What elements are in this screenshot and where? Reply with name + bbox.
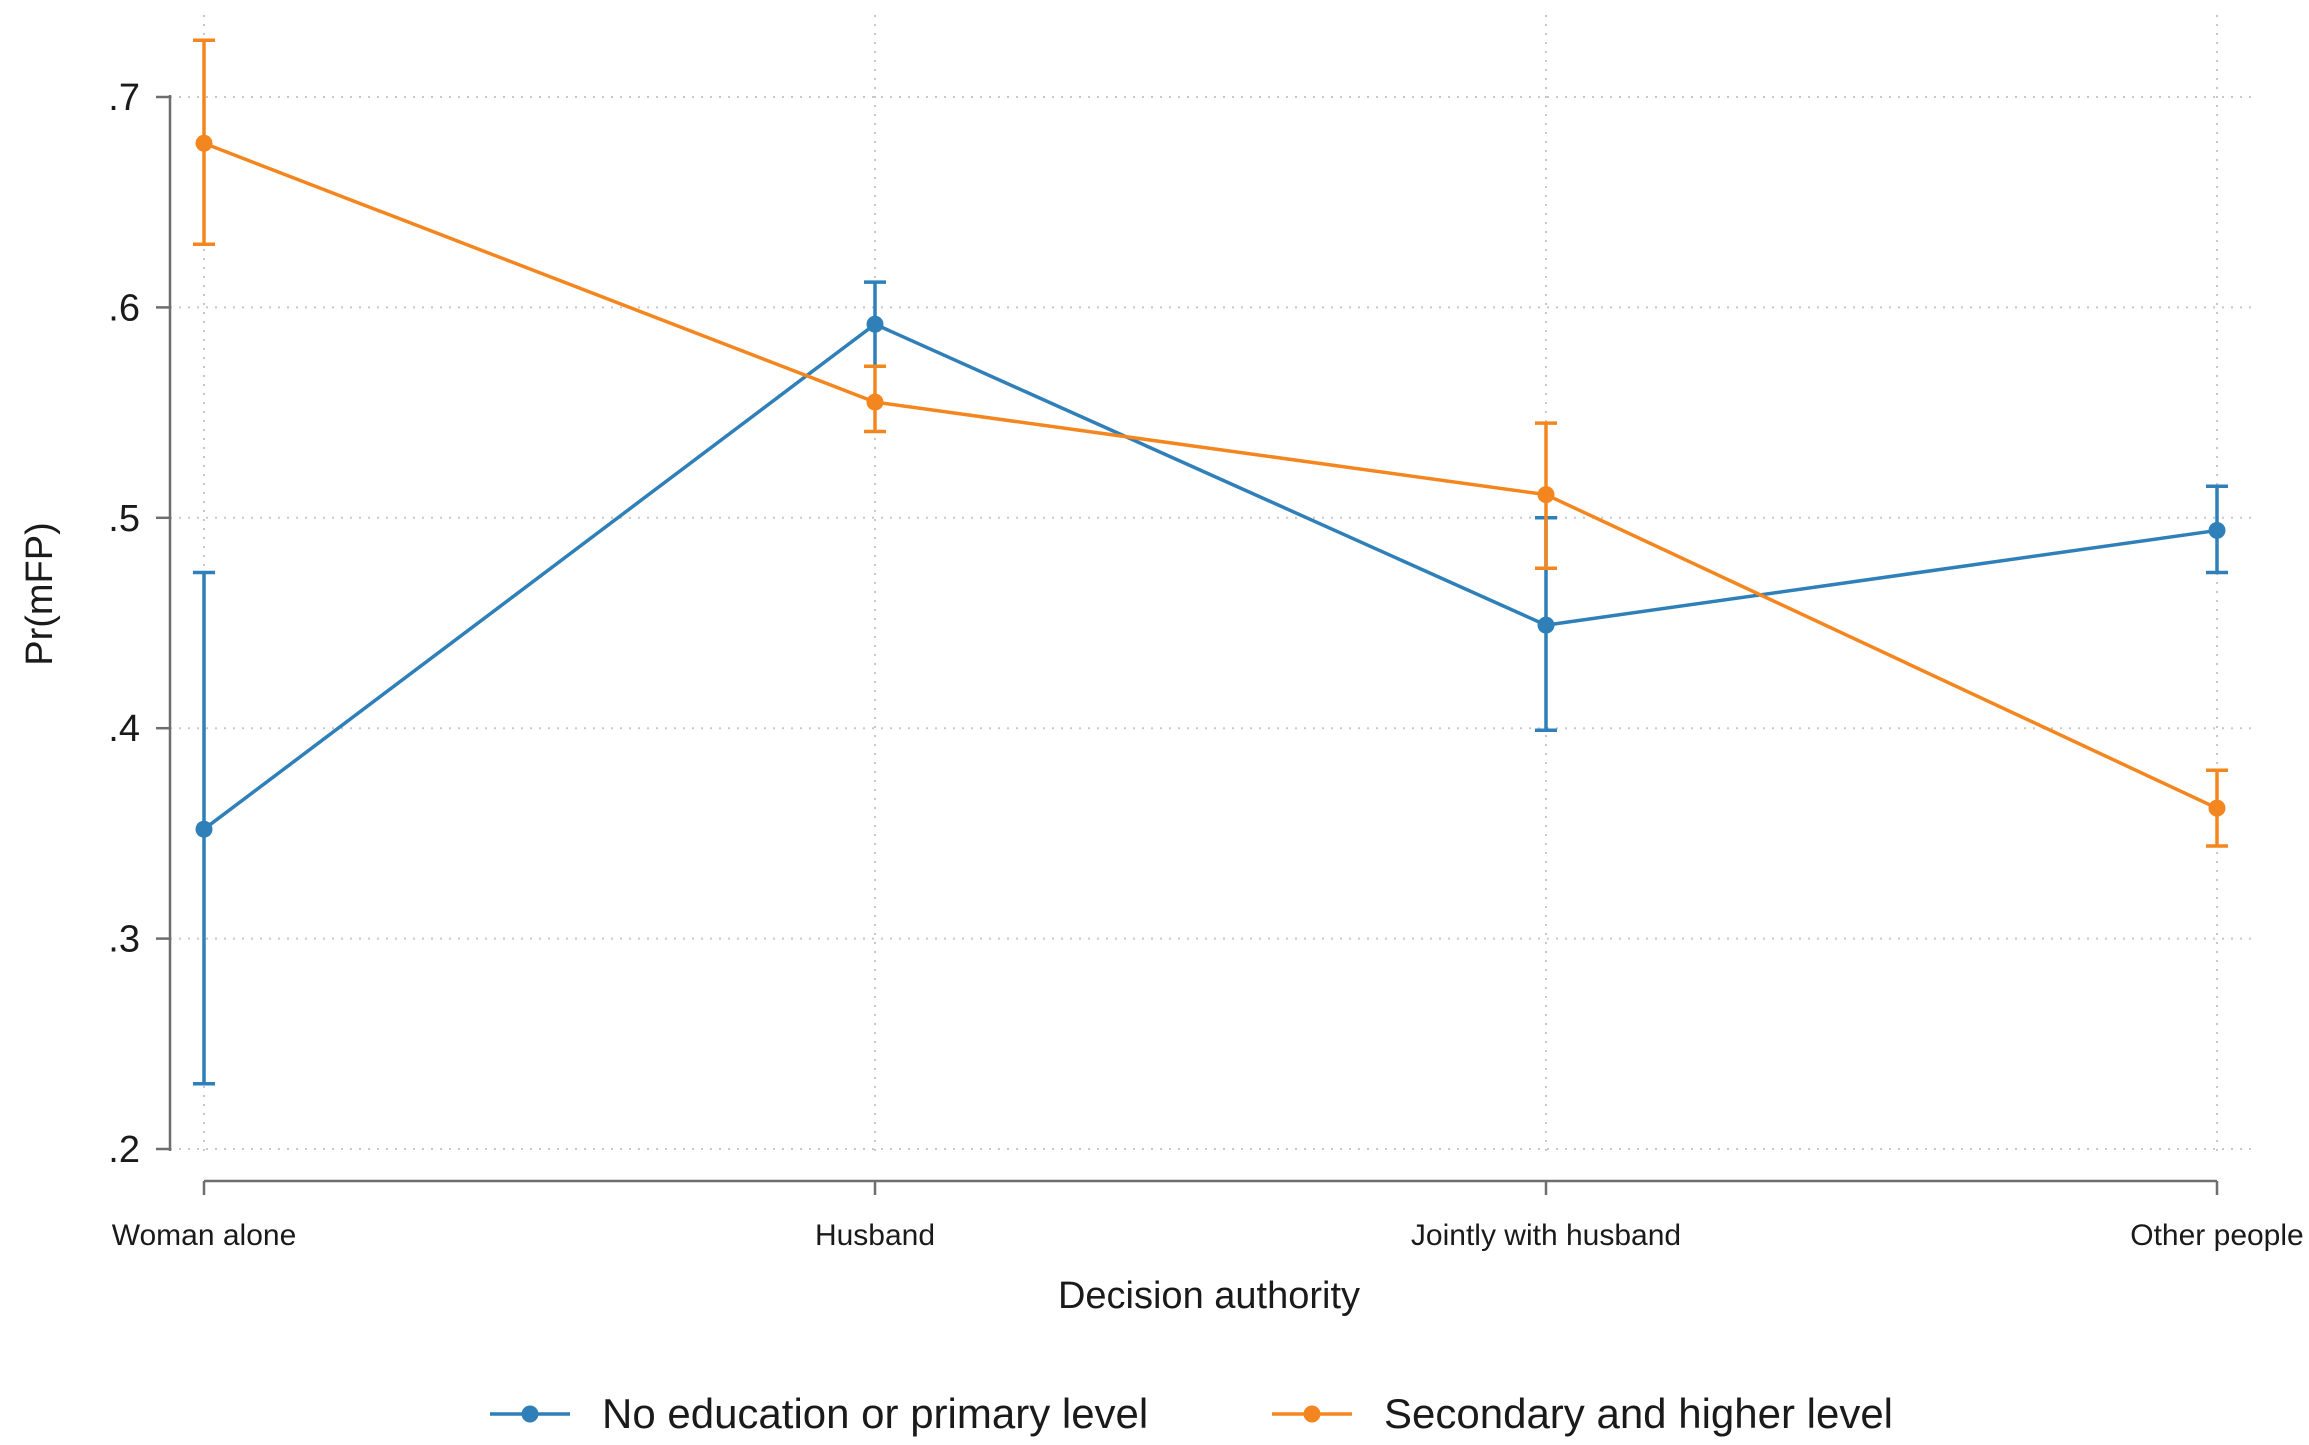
data-point <box>2208 521 2226 539</box>
data-point <box>1537 616 1555 634</box>
series-2 <box>193 38 2228 848</box>
axes: .2 .3 .4 .5 .6 .7 Woman alone Husband Jointly wi… <box>108 77 2303 1252</box>
x-axis-title: Decision authority <box>1058 1275 1360 1317</box>
legend-item-2: Secondary and higher level <box>1272 1390 1893 1437</box>
y-tick-label: .4 <box>108 708 140 750</box>
series-1 <box>193 280 2228 1086</box>
y-tick-label: .7 <box>108 77 140 119</box>
legend-swatch-marker <box>1303 1405 1321 1423</box>
y-axis-title: Pr(mFP) <box>19 522 61 666</box>
y-tick-label: .3 <box>108 919 140 961</box>
data-point <box>866 393 884 411</box>
y-tick-label: .5 <box>108 498 140 540</box>
data-point <box>195 820 213 838</box>
x-tick-label: Other people <box>2130 1219 2303 1252</box>
y-tick-label: .6 <box>108 287 140 329</box>
legend: No education or primary level Secondary a… <box>490 1390 1893 1437</box>
x-tick-label: Husband <box>815 1219 935 1252</box>
series-line <box>203 141 2218 810</box>
legend-item-1: No education or primary level <box>490 1390 1148 1437</box>
data-point <box>866 315 884 333</box>
y-tick-label: .2 <box>108 1129 140 1171</box>
data-point <box>2208 799 2226 817</box>
legend-label: Secondary and higher level <box>1384 1390 1893 1437</box>
legend-swatch-marker <box>521 1405 539 1423</box>
series-line <box>202 322 2218 831</box>
series <box>193 38 2228 1086</box>
x-tick-label: Woman alone <box>112 1219 297 1252</box>
data-point <box>1537 486 1555 504</box>
data-point <box>195 134 213 152</box>
legend-label: No education or primary level <box>602 1390 1148 1437</box>
x-tick-label: Jointly with husband <box>1411 1219 1681 1252</box>
